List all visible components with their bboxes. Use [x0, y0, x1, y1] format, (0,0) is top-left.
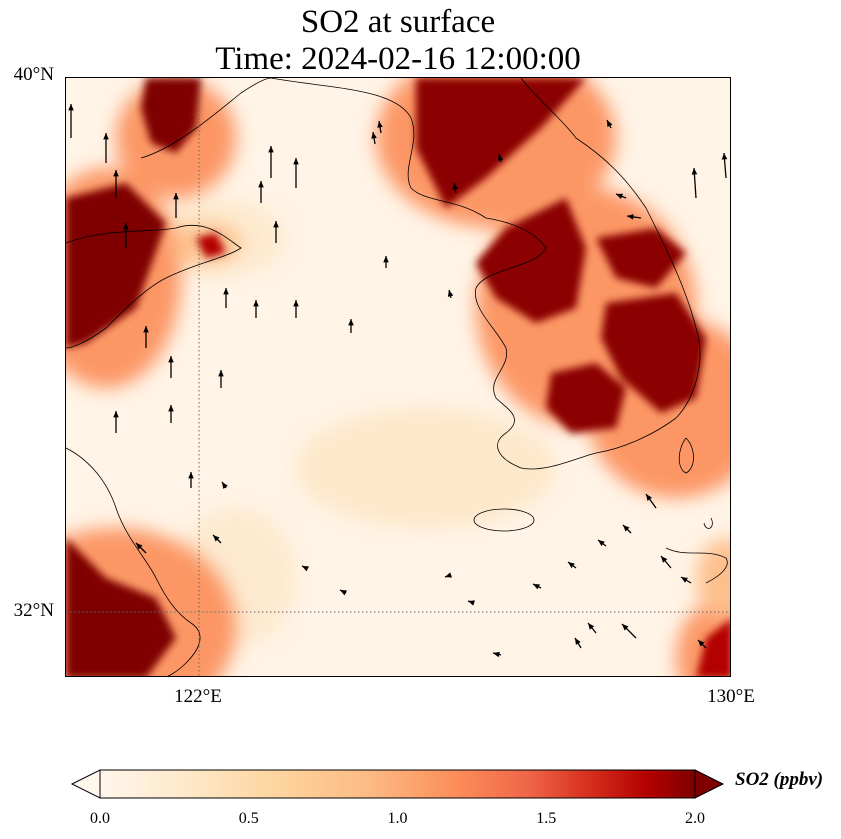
wind-arrow-head — [721, 153, 728, 160]
wind-arrow-head — [293, 300, 299, 307]
wind-arrow-head — [698, 640, 705, 647]
colorbar-extend-min — [70, 769, 101, 799]
wind-arrow-head — [598, 540, 605, 547]
wind-vectors — [68, 104, 728, 658]
wind-arrow-head — [113, 411, 119, 418]
wind-arrow-head — [383, 256, 389, 263]
wind-arrow-head — [568, 562, 575, 569]
field-high-cores — [66, 78, 730, 676]
wind-arrow-head — [627, 214, 634, 220]
wind-arrow-head — [681, 577, 688, 583]
wind-arrow-head — [533, 584, 540, 590]
lat-tick-40n: 40°N — [13, 64, 54, 85]
wind-arrow-head — [168, 405, 174, 412]
wind-arrow-head — [293, 158, 299, 165]
wind-arrow-head — [646, 494, 652, 501]
wind-arrow-head — [173, 193, 179, 200]
wind-arrow-head — [223, 288, 229, 295]
map-title: SO2 at surface — [300, 4, 496, 40]
wind-arrow-head — [123, 223, 129, 230]
wind-arrow-head — [136, 543, 143, 550]
wind-arrow-head — [616, 193, 623, 199]
wind-arrow-head — [445, 572, 452, 578]
wind-arrow-head — [377, 121, 383, 128]
lat-tick-32n: 32°N — [13, 600, 54, 621]
wind-arrow-head — [348, 319, 354, 326]
wind-arrow-head — [452, 183, 459, 190]
lon-tick-130e: 130°E — [707, 686, 755, 707]
so2-map — [66, 78, 730, 676]
wind-arrow-head — [188, 472, 194, 479]
map-subtitle-time: Time: 2024-02-16 12:00:00 — [215, 41, 581, 77]
lon-tick-122e: 122°E — [174, 686, 222, 707]
wind-arrow-head — [607, 120, 613, 127]
colorbar-tick-label: 1.5 — [536, 810, 557, 827]
wind-arrow-head — [302, 566, 309, 572]
wind-arrow-head — [218, 370, 224, 377]
wind-arrow-head — [661, 556, 668, 563]
wind-arrow-head — [468, 600, 475, 606]
wind-arrow-head — [258, 181, 264, 188]
field-moderate-yellow-sea — [296, 408, 556, 528]
colorbar-tick-label: 0.0 — [90, 810, 110, 827]
wind-arrow-head — [575, 638, 581, 645]
coastlines — [66, 78, 728, 676]
wind-arrow-head — [68, 104, 74, 111]
colorbar-tick-label: 2.0 — [685, 810, 705, 827]
wind-arrow-head — [493, 651, 500, 658]
wind-arrow-head — [340, 590, 347, 596]
colorbar-extend-max — [694, 769, 725, 799]
colorbar-tick-label: 1.0 — [387, 810, 408, 827]
wind-arrow-head — [371, 132, 377, 139]
wind-arrow-head — [273, 221, 279, 228]
map-panel — [65, 77, 731, 677]
wind-arrow-head — [691, 168, 698, 175]
wind-arrow-head — [447, 290, 454, 297]
wind-arrow-head — [623, 525, 630, 532]
colorbar-tick-label: 0.5 — [238, 810, 259, 827]
wind-arrow-head — [622, 624, 629, 631]
colorbar-gradient — [99, 769, 696, 799]
wind-arrow-head — [222, 482, 228, 489]
wind-arrow-head — [213, 535, 220, 542]
colorbar-label: SO2 (ppbv) — [735, 769, 824, 790]
wind-arrow-head — [113, 170, 119, 177]
wind-arrow-head — [497, 154, 504, 161]
colorbar — [70, 769, 725, 799]
wind-arrow-head — [168, 356, 174, 363]
wind-arrow-head — [268, 146, 274, 153]
wind-arrow-head — [143, 326, 149, 333]
wind-arrow-head — [253, 300, 259, 307]
wind-arrow-head — [103, 133, 109, 140]
wind-arrow-head — [588, 623, 595, 630]
